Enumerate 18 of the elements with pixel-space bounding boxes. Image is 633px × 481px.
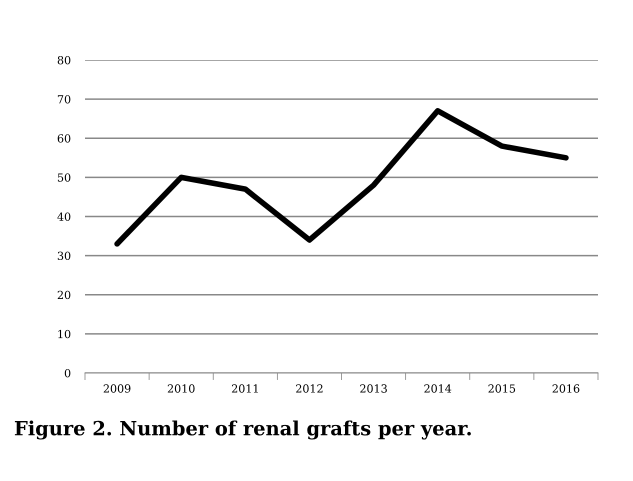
x-tick-label: 2010 bbox=[168, 384, 195, 393]
y-tick-label: 70 bbox=[58, 95, 70, 104]
y-tick-label: 0 bbox=[64, 368, 70, 378]
y-tick-label: 20 bbox=[58, 290, 70, 300]
y-tick-label: 40 bbox=[57, 212, 70, 221]
x-tick-label: 2009 bbox=[104, 384, 130, 393]
x-tick-label: 2015 bbox=[488, 384, 516, 393]
y-tick-label: 80 bbox=[58, 56, 70, 64]
x-tick-label: 2012 bbox=[296, 384, 322, 393]
y-tick-label: 30 bbox=[58, 252, 70, 260]
y-tick-label: 10 bbox=[58, 330, 70, 338]
x-tick-label: 2011 bbox=[232, 384, 258, 393]
caption: Figure 2. Number of renal grafts per year. bbox=[14, 420, 471, 440]
y-tick-label: 60 bbox=[58, 134, 70, 143]
x-tick-label: 2013 bbox=[360, 384, 387, 393]
x-tick-label: 2016 bbox=[552, 384, 580, 393]
y-tick-label: 50 bbox=[58, 173, 70, 182]
x-tick-label: 2014 bbox=[424, 384, 452, 393]
